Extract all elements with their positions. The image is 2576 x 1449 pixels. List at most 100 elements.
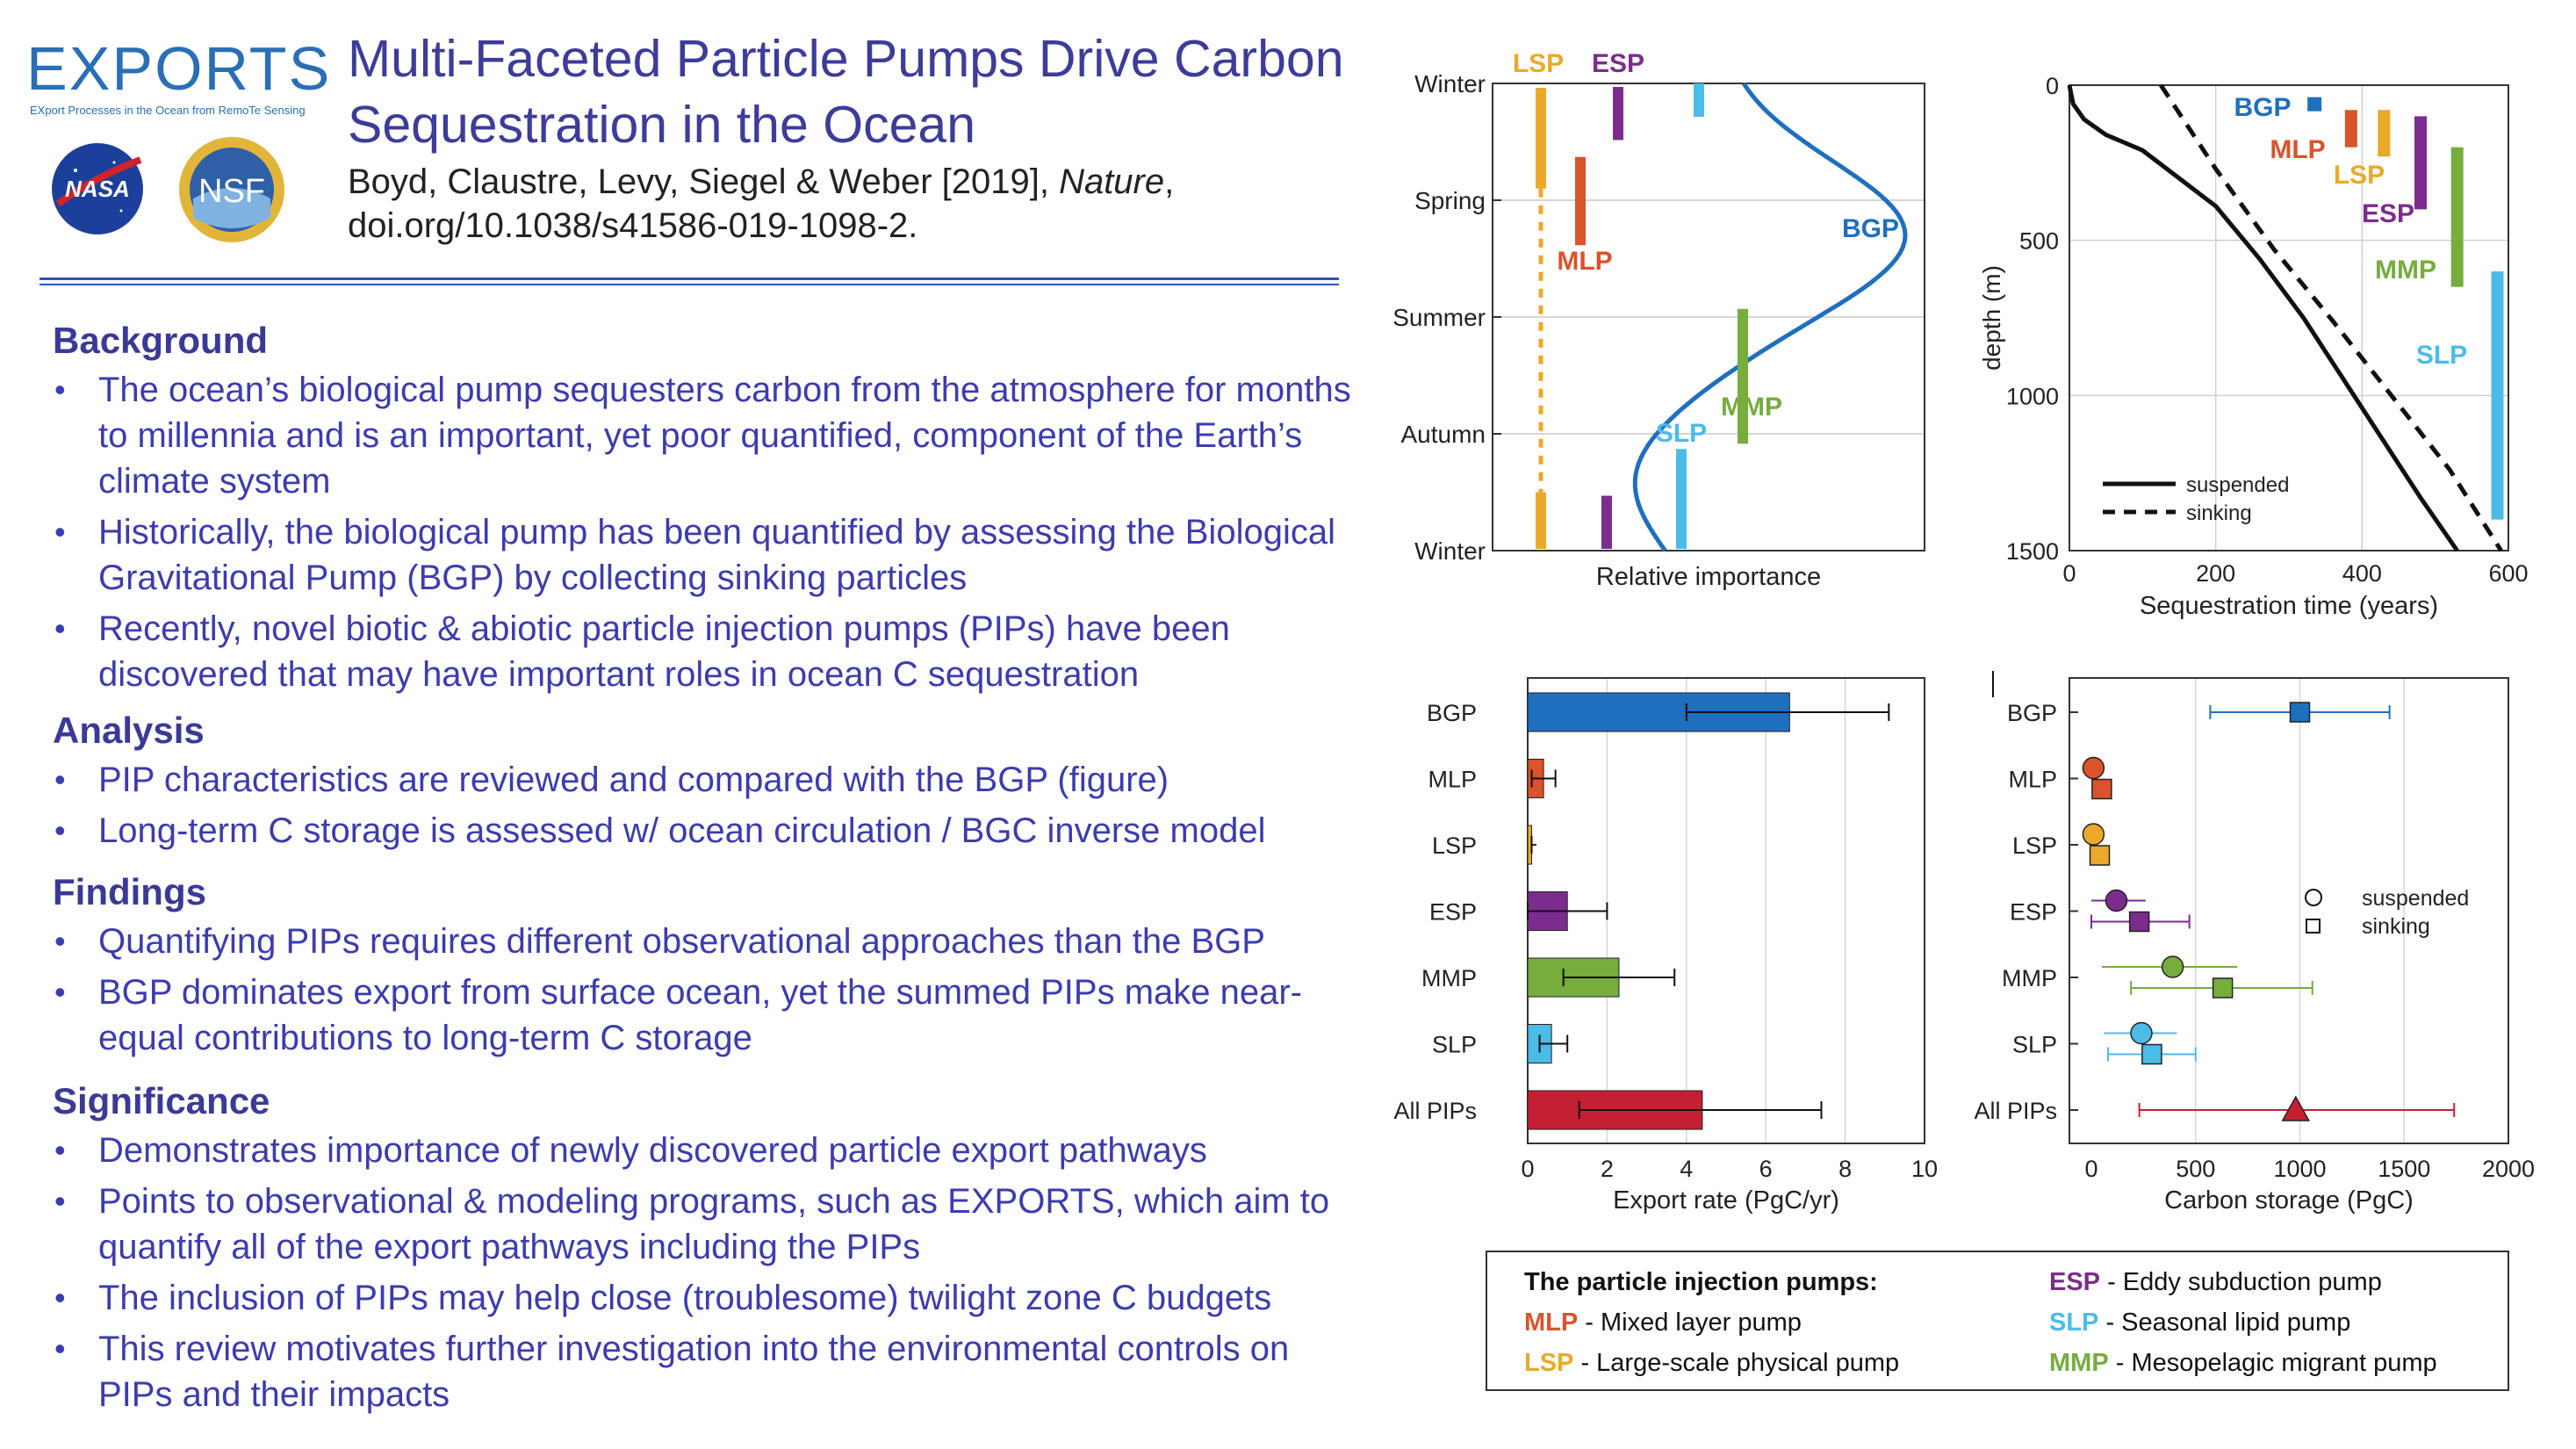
- y-tick-label: MMP: [2002, 965, 2057, 991]
- panel1-x-label: Relative importance: [1596, 563, 1821, 591]
- pump-legend-mlp: MLP - Mixed layer pump: [1524, 1308, 1802, 1337]
- x-tick-label: 200: [2196, 560, 2235, 587]
- panel1-frame: [1492, 83, 1925, 551]
- bullet-text: Recently, novel biotic & abiotic particl…: [98, 609, 1230, 694]
- findings-list: • Quantifying PIPs requires different obs…: [53, 919, 1370, 1066]
- sinking-marker: [2212, 977, 2234, 998]
- citation: Boyd, Claustre, Levy, Siegel & Weber [20…: [348, 160, 1401, 248]
- mmp-label: MMP: [1721, 393, 1782, 422]
- y-tick-label: LSP: [2012, 833, 2057, 859]
- x-tick-label: 10: [1911, 1156, 1938, 1182]
- y-tick-label: MLP: [1428, 767, 1477, 793]
- analysis-list: • PIP characteristics are reviewed and co…: [53, 757, 1370, 859]
- list-item: • The inclusion of PIPs may help close (t…: [54, 1279, 1272, 1317]
- pump-legend: The particle injection pumps: MLP - Mixe…: [1486, 1251, 2509, 1391]
- suspended-marker: [2130, 1021, 2153, 1045]
- lsp-label: LSP: [1513, 49, 1564, 78]
- nasa-logo: NASA: [49, 141, 146, 237]
- y-tick-label: 1000: [2006, 383, 2059, 409]
- y-tick-label: Winter: [1414, 537, 1486, 565]
- x-tick-label: 2: [1601, 1156, 1614, 1182]
- suspended-line: [2067, 84, 2459, 552]
- y-tick-label: Spring: [1414, 187, 1486, 214]
- list-item: • This review motivates further investiga…: [54, 1330, 1290, 1414]
- pump-legend-slp: SLP - Seasonal lipid pump: [2049, 1308, 2351, 1337]
- bullet-text: This review motivates further investigat…: [98, 1330, 1290, 1414]
- title-line-2: Sequestration in the Ocean: [348, 96, 976, 154]
- x-tick-label: 0: [2062, 560, 2076, 587]
- sinking-marker: [2289, 702, 2311, 723]
- x-tick-label: 2000: [2482, 1156, 2535, 1182]
- citation-tail: ,: [1164, 162, 1175, 201]
- bullet-text: The inclusion of PIPs may help close (tr…: [98, 1279, 1272, 1317]
- x-tick-label: 1500: [2378, 1156, 2430, 1182]
- panel2-frame: [2069, 84, 2509, 551]
- y-tick-label: All PIPs: [1393, 1098, 1477, 1124]
- y-tick-label: SLP: [1432, 1032, 1477, 1058]
- panel3-x-label: Export rate (PgC/yr): [1613, 1186, 1839, 1215]
- list-item: • BGP dominates export from surface ocean…: [54, 973, 1302, 1057]
- list-item: • The ocean’s biological pump sequesters …: [54, 371, 1351, 501]
- panel4-x-label: Carbon storage (PgC): [2164, 1186, 2414, 1215]
- x-tick-label: 1000: [2273, 1156, 2326, 1182]
- sinking-marker: [2141, 1043, 2162, 1065]
- bullet-text: PIP characteristics are reviewed and com…: [98, 761, 1169, 799]
- x-tick-label: 6: [1759, 1156, 1773, 1182]
- nasa-logo-text: NASA: [65, 176, 130, 202]
- y-tick-label: BGP: [2007, 700, 2057, 726]
- panel4-frame: [2069, 677, 2509, 1144]
- x-tick-label: 0: [1521, 1156, 1534, 1182]
- pump-legend-mmp: MMP - Mesopelagic migrant pump: [2049, 1349, 2437, 1377]
- background-list: • The ocean’s biological pump sequesters …: [53, 367, 1370, 703]
- sinking-line: [2159, 83, 2503, 552]
- slp-label: SLP: [1656, 419, 1707, 448]
- poster-title: Multi-Faceted Particle Pumps Drive Carbo…: [348, 26, 1401, 158]
- legend-suspended-swatch: [2305, 889, 2322, 906]
- bgp-label: BGP: [2234, 93, 2291, 122]
- section-heading-background: Background: [53, 320, 269, 361]
- mlp-label: MLP: [1557, 247, 1612, 276]
- bgp-seasonal-curve: [1632, 82, 1908, 552]
- mmp-label: MMP: [2375, 256, 2436, 285]
- y-tick-label: SLP: [2012, 1032, 2057, 1058]
- bullet-text: BGP dominates export from surface ocean,…: [98, 973, 1302, 1057]
- divider: [40, 278, 1339, 280]
- divider: [40, 284, 1339, 285]
- list-item: • Quantifying PIPs requires different obs…: [54, 922, 1265, 961]
- lsp-label: LSP: [2334, 161, 2385, 190]
- suspended-marker: [2161, 955, 2184, 978]
- mlp-label: MLP: [2270, 135, 2325, 164]
- suspended-marker: [2082, 823, 2105, 846]
- citation-journal: Nature: [1059, 162, 1165, 201]
- legend-suspended-label: suspended: [2186, 473, 2289, 497]
- pump-legend-esp: ESP - Eddy subduction pump: [2049, 1268, 2382, 1296]
- section-heading-significance: Significance: [53, 1080, 270, 1121]
- bullet-text: Long-term C storage is assessed w/ ocean…: [98, 811, 1266, 850]
- y-tick-label: Winter: [1414, 70, 1486, 97]
- y-tick-label: MLP: [2008, 767, 2057, 793]
- y-tick-label: ESP: [1429, 899, 1477, 926]
- legend-sinking-label: sinking: [2186, 501, 2252, 525]
- pump-legend-lsp: LSP - Large-scale physical pump: [1524, 1349, 1900, 1377]
- y-tick-label: Autumn: [1401, 421, 1486, 448]
- bgp-depth-marker: [2307, 97, 2322, 112]
- x-tick-label: 500: [2176, 1156, 2215, 1182]
- y-tick-label: 1500: [2006, 538, 2059, 565]
- bullet-text: Points to observational & modeling progr…: [98, 1182, 1330, 1266]
- list-item: • Historically, the biological pump has b…: [54, 513, 1335, 597]
- list-item: • Points to observational & modeling prog…: [54, 1182, 1330, 1266]
- nsf-logo: NSF: [176, 133, 288, 246]
- pump-legend-heading: The particle injection pumps:: [1524, 1268, 1878, 1296]
- section-heading-findings: Findings: [53, 871, 206, 912]
- slp-label: SLP: [2416, 341, 2467, 370]
- x-tick-label: 4: [1680, 1156, 1693, 1182]
- list-item: • Recently, novel biotic & abiotic partic…: [54, 609, 1230, 694]
- exports-logo-subtitle: EXport Processes in the Ocean from RemoT…: [30, 104, 306, 117]
- panel2-x-label: Sequestration time (years): [2140, 592, 2438, 620]
- y-tick-label: 500: [2019, 228, 2059, 255]
- y-tick-label: LSP: [1432, 833, 1477, 859]
- bullet-text: Demonstrates importance of newly discove…: [98, 1131, 1207, 1170]
- significance-list: • Demonstrates importance of newly discov…: [53, 1128, 1370, 1423]
- y-tick-label: MMP: [1421, 965, 1477, 991]
- y-tick-label: 0: [2046, 73, 2059, 99]
